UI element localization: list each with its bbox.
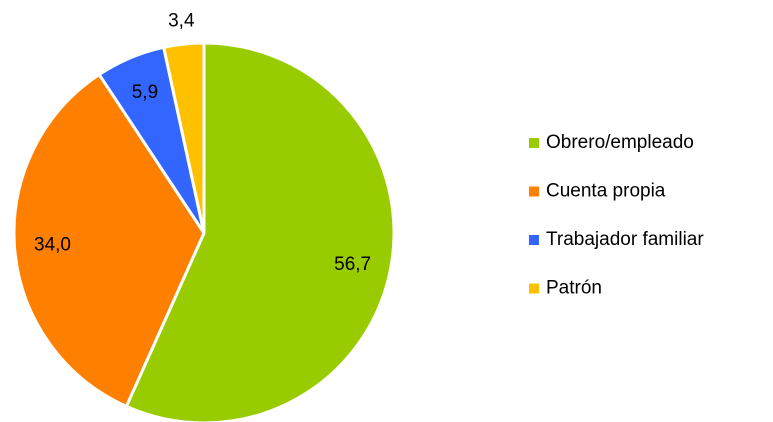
legend-swatch (529, 186, 539, 197)
legend-label: Trabajador familiar (546, 229, 704, 250)
data-label: 56,7 (334, 254, 371, 275)
pie-slice (161, 41, 206, 234)
pie-slice (12, 72, 206, 409)
data-label: 3,4 (168, 10, 195, 31)
legend-label: Patrón (546, 278, 602, 299)
data-label: 34,0 (34, 234, 71, 255)
legend-swatch (529, 235, 539, 245)
data-label: 5,9 (132, 82, 158, 103)
legend-label: Cuenta propia (546, 181, 666, 202)
legend-swatch (529, 138, 539, 148)
legend-label: Obrero/empleado (546, 132, 694, 153)
legend-swatch (529, 283, 539, 294)
pie-slice (124, 41, 396, 422)
